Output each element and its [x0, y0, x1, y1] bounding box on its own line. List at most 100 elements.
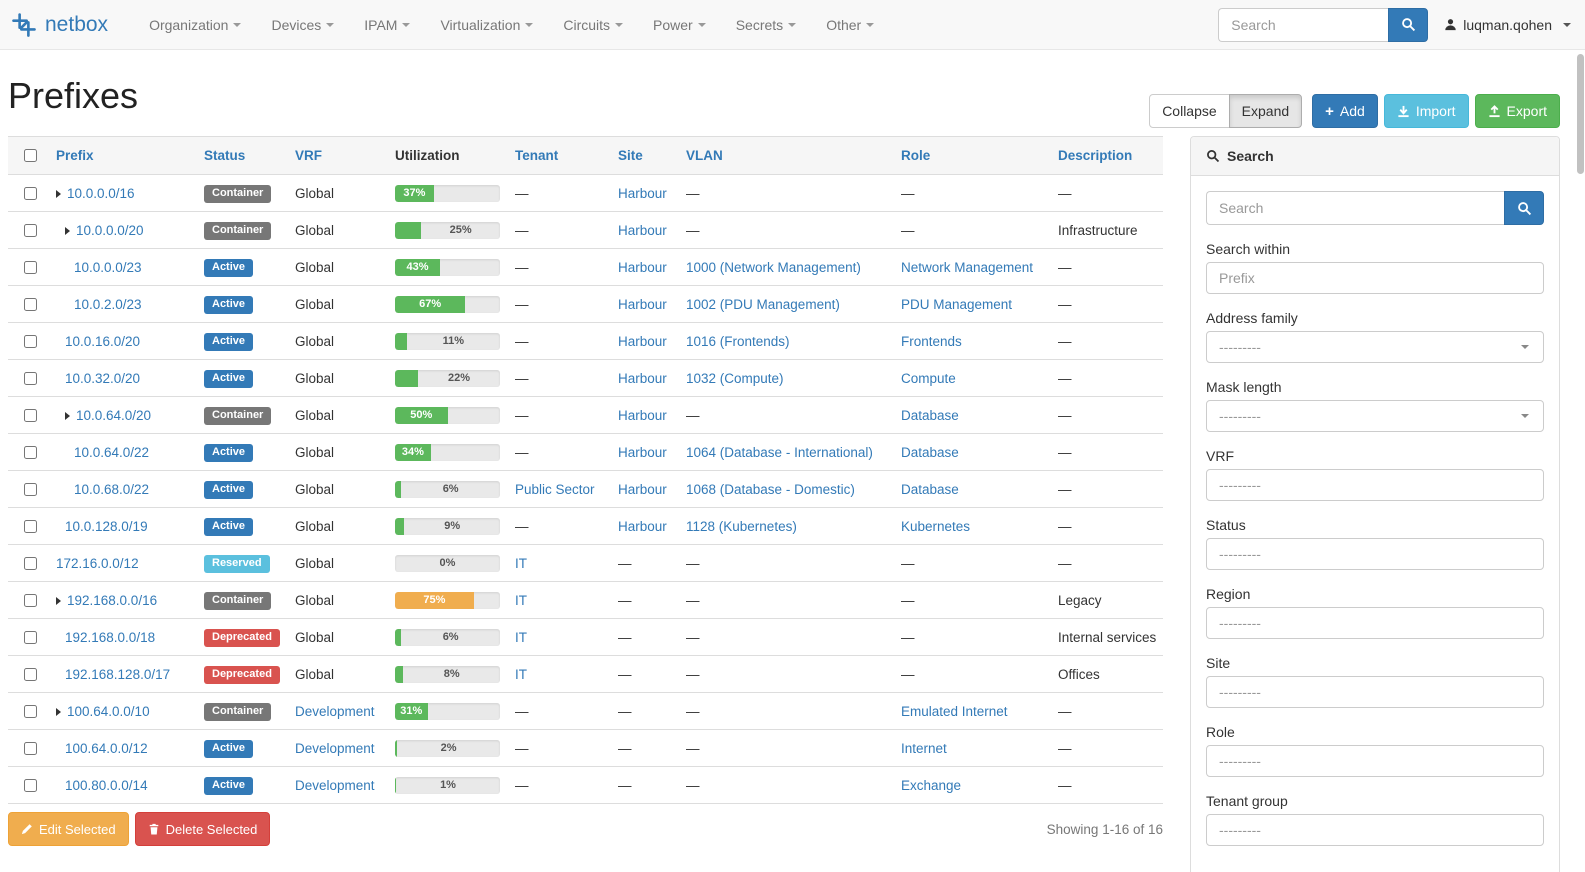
export-button[interactable]: Export [1474, 94, 1560, 128]
filter-select-role[interactable]: --------- [1206, 745, 1544, 777]
nav-item-devices[interactable]: Devices [256, 0, 349, 50]
nav-item-power[interactable]: Power [638, 0, 721, 50]
role-link[interactable]: Compute [901, 370, 956, 386]
row-checkbox[interactable] [24, 371, 37, 385]
vlan-link[interactable]: 1016 (Frontends) [686, 333, 790, 349]
role-link[interactable]: Exchange [901, 777, 962, 793]
tenant-link[interactable]: IT [515, 666, 527, 682]
collapse-button[interactable]: Collapse [1149, 94, 1230, 128]
tenant-link[interactable]: Public Sector [515, 481, 595, 497]
role-link[interactable]: Database [901, 407, 959, 423]
nav-item-circuits[interactable]: Circuits [548, 0, 638, 50]
filter-search-button[interactable] [1504, 191, 1544, 225]
prefix-link[interactable]: 10.0.16.0/20 [65, 333, 141, 349]
prefix-link[interactable]: 192.168.0.0/16 [67, 592, 158, 608]
nav-item-virtualization[interactable]: Virtualization [425, 0, 548, 50]
row-checkbox[interactable] [24, 408, 37, 422]
site-link[interactable]: Harbour [618, 407, 667, 423]
site-link[interactable]: Harbour [618, 333, 667, 349]
prefix-link[interactable]: 192.168.0.0/18 [65, 629, 156, 645]
prefix-link[interactable]: 10.0.32.0/20 [65, 370, 141, 386]
nav-item-other[interactable]: Other [811, 0, 889, 50]
site-link[interactable]: Harbour [618, 444, 667, 460]
role-link[interactable]: Emulated Internet [901, 703, 1008, 719]
filter-select-vrf[interactable]: --------- [1206, 469, 1544, 501]
site-link[interactable]: Harbour [618, 481, 667, 497]
site-link[interactable]: Harbour [618, 518, 667, 534]
row-checkbox[interactable] [24, 556, 37, 570]
nav-item-secrets[interactable]: Secrets [721, 0, 811, 50]
filter-select-address-family[interactable]: --------- [1206, 331, 1544, 363]
site-link[interactable]: Harbour [618, 185, 667, 201]
prefix-link[interactable]: 10.0.0.0/23 [74, 259, 142, 275]
column-header-tenant[interactable]: Tenant [507, 136, 610, 175]
role-link[interactable]: Internet [901, 740, 947, 756]
column-header-role[interactable]: Role [893, 136, 1050, 175]
tenant-link[interactable]: IT [515, 555, 527, 571]
role-link[interactable]: Network Management [901, 259, 1034, 275]
vrf-link[interactable]: Development [295, 703, 375, 719]
column-header-status[interactable]: Status [196, 136, 287, 175]
vlan-link[interactable]: 1000 (Network Management) [686, 259, 861, 275]
role-link[interactable]: Database [901, 481, 959, 497]
row-checkbox[interactable] [24, 741, 37, 755]
filter-select-site[interactable]: --------- [1206, 676, 1544, 708]
vrf-link[interactable]: Development [295, 740, 375, 756]
nav-item-ipam[interactable]: IPAM [349, 0, 425, 50]
vlan-link[interactable]: 1128 (Kubernetes) [686, 518, 797, 534]
import-button[interactable]: Import [1383, 94, 1469, 128]
add-button[interactable]: + Add [1312, 94, 1378, 128]
row-checkbox[interactable] [24, 704, 37, 718]
filter-select-region[interactable]: --------- [1206, 607, 1544, 639]
expand-toggle-icon[interactable] [56, 707, 61, 716]
column-header-vrf[interactable]: VRF [287, 136, 387, 175]
site-link[interactable]: Harbour [618, 370, 667, 386]
expand-toggle-icon[interactable] [56, 596, 61, 605]
prefix-link[interactable]: 100.80.0.0/14 [65, 777, 148, 793]
filter-select-mask-length[interactable]: --------- [1206, 400, 1544, 432]
vrf-link[interactable]: Development [295, 777, 375, 793]
select-all-checkbox[interactable] [24, 149, 37, 162]
netbox-logo[interactable]: netbox [10, 11, 108, 39]
row-checkbox[interactable] [24, 186, 37, 200]
site-link[interactable]: Harbour [618, 222, 667, 238]
vlan-link[interactable]: 1002 (PDU Management) [686, 296, 840, 312]
role-link[interactable]: Frontends [901, 333, 962, 349]
prefix-link[interactable]: 100.64.0.0/12 [65, 740, 148, 756]
filter-search-input[interactable] [1206, 191, 1504, 225]
vlan-link[interactable]: 1064 (Database - International) [686, 444, 873, 460]
prefix-link[interactable]: 10.0.128.0/19 [65, 518, 148, 534]
prefix-link[interactable]: 10.0.2.0/23 [74, 296, 142, 312]
prefix-link[interactable]: 10.0.0.0/20 [76, 222, 144, 238]
filter-select-status[interactable]: --------- [1206, 538, 1544, 570]
row-checkbox[interactable] [24, 334, 37, 348]
row-checkbox[interactable] [24, 778, 37, 792]
role-link[interactable]: Kubernetes [901, 518, 971, 534]
column-header-prefix[interactable]: Prefix [48, 136, 196, 175]
site-link[interactable]: Harbour [618, 296, 667, 312]
row-checkbox[interactable] [24, 445, 37, 459]
role-link[interactable]: PDU Management [901, 296, 1013, 312]
filter-input-search-within[interactable] [1206, 262, 1544, 294]
user-menu[interactable]: luqman.qohen [1444, 17, 1571, 33]
row-checkbox[interactable] [24, 260, 37, 274]
navbar-search-input[interactable] [1218, 7, 1389, 42]
prefix-link[interactable]: 10.0.64.0/22 [74, 444, 150, 460]
row-checkbox[interactable] [24, 297, 37, 311]
vlan-link[interactable]: 1068 (Database - Domestic) [686, 481, 855, 497]
site-link[interactable]: Harbour [618, 259, 667, 275]
prefix-link[interactable]: 100.64.0.0/10 [67, 703, 150, 719]
row-checkbox[interactable] [24, 223, 37, 237]
edit-selected-button[interactable]: Edit Selected [8, 812, 129, 846]
nav-item-organization[interactable]: Organization [134, 0, 256, 50]
scrollbar-thumb[interactable] [1577, 54, 1584, 174]
delete-selected-button[interactable]: Delete Selected [134, 812, 271, 846]
prefix-link[interactable]: 10.0.0.0/16 [67, 185, 135, 201]
expand-toggle-icon[interactable] [56, 189, 61, 198]
expand-button[interactable]: Expand [1228, 94, 1303, 128]
prefix-link[interactable]: 192.168.128.0/17 [65, 666, 171, 682]
row-checkbox[interactable] [24, 667, 37, 681]
row-checkbox[interactable] [24, 593, 37, 607]
filter-select-tenant-group[interactable]: --------- [1206, 814, 1544, 846]
navbar-search-button[interactable] [1388, 7, 1429, 42]
